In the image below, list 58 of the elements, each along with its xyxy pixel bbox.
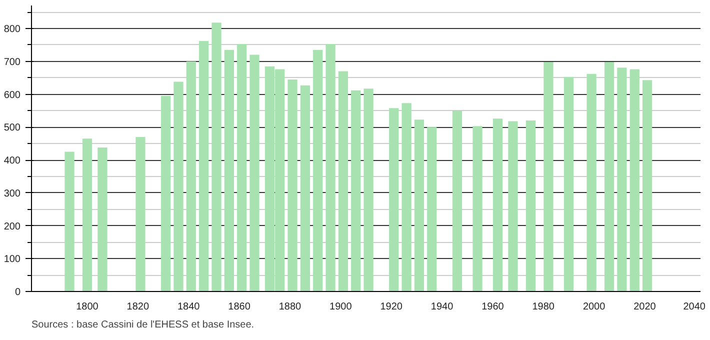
x-tick-label: 2020 [634, 302, 656, 312]
y-tick-label: 100 [4, 254, 21, 266]
bar [186, 61, 196, 292]
bar [313, 50, 323, 292]
y-tick-label: 300 [4, 188, 21, 200]
y-tick-label: 500 [4, 122, 21, 134]
bar [630, 69, 640, 292]
bar [160, 96, 171, 292]
bar [364, 88, 374, 292]
x-tick-label: 1960 [482, 302, 504, 312]
x-tick-label: 1800 [76, 302, 99, 312]
bar [492, 118, 503, 292]
bar [642, 80, 652, 292]
bar [472, 126, 482, 292]
bar [64, 152, 74, 292]
bar [427, 127, 437, 292]
bar [82, 138, 92, 292]
x-tick-label: 1880 [278, 302, 302, 312]
x-tick-label: 1920 [380, 302, 403, 312]
bar [526, 120, 536, 292]
bar [199, 41, 209, 292]
y-tick-label: 200 [4, 221, 21, 232]
bar [351, 90, 361, 292]
bar [617, 68, 627, 292]
bar [564, 76, 574, 292]
bar [402, 103, 412, 292]
bar [250, 54, 260, 292]
x-tick-label: 1980 [532, 302, 555, 312]
bar [544, 62, 554, 292]
x-tick-label: 1820 [126, 302, 150, 312]
y-tick-label: 600 [4, 90, 21, 101]
x-tick-label: 2040 [683, 302, 706, 312]
bar [338, 71, 348, 292]
bar [414, 120, 424, 292]
y-tick-label: 700 [4, 56, 21, 68]
bar [224, 50, 234, 292]
bar [300, 85, 310, 292]
bar [508, 121, 518, 292]
bar [389, 108, 399, 292]
x-tick-label: 1900 [330, 302, 352, 312]
source-note: Sources : base Cassini de l'EHESS et base Insee. [32, 320, 254, 330]
bar [136, 136, 146, 292]
y-tick-label: 400 [4, 156, 21, 167]
bar [237, 44, 247, 292]
y-tick-label: 800 [4, 24, 21, 36]
x-tick-label: 1940 [430, 302, 454, 312]
y-tick-label: 0 [14, 287, 21, 298]
bar [326, 44, 336, 292]
bar [604, 62, 614, 292]
x-tick-label: 1860 [228, 302, 251, 312]
bar [288, 79, 298, 292]
bar [586, 74, 596, 292]
bar [174, 82, 184, 292]
x-tick-label: 1840 [177, 302, 200, 312]
bar [452, 110, 462, 292]
bar [98, 148, 108, 292]
bar [212, 22, 222, 292]
x-tick-label: 2000 [582, 302, 606, 312]
